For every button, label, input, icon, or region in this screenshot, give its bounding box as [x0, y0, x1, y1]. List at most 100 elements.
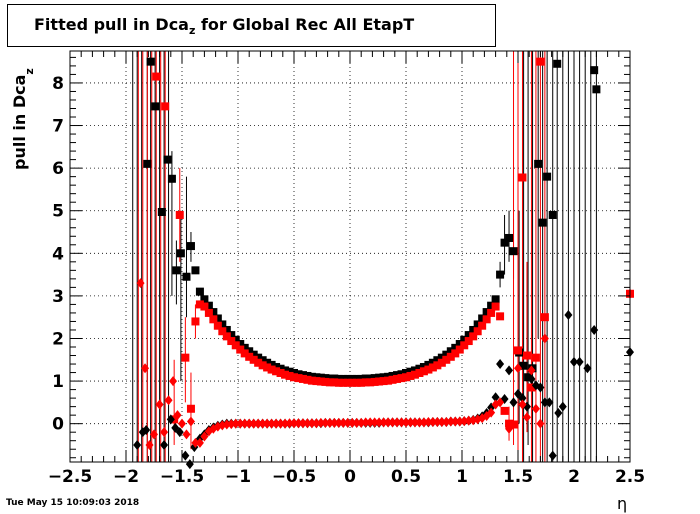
data-point-diamond	[298, 418, 307, 429]
timestamp-footer: Tue May 15 10:09:03 2018	[6, 498, 140, 508]
data-point-square	[428, 363, 437, 372]
data-point-diamond	[258, 418, 267, 429]
data-point-square	[424, 365, 433, 374]
data-point-diamond	[254, 418, 263, 429]
data-point-square	[442, 355, 451, 364]
x-tick-label: −0.5	[272, 467, 316, 487]
data-point-square	[592, 85, 601, 94]
data-point-square	[218, 327, 227, 336]
x-tick-label: 1.5	[503, 467, 533, 487]
data-point-diamond	[169, 376, 178, 387]
data-point-diamond	[397, 417, 406, 428]
data-point-square	[410, 366, 419, 375]
data-point-diamond	[227, 419, 236, 430]
data-point-diamond	[496, 359, 505, 370]
data-point-square	[191, 317, 200, 326]
data-point-square	[182, 272, 191, 281]
data-point-square	[307, 376, 316, 385]
data-point-square	[213, 314, 222, 323]
data-point-square	[146, 57, 155, 66]
data-point-square	[491, 295, 500, 304]
axis-ticks	[69, 51, 631, 462]
data-point-square	[388, 375, 397, 384]
data-point-diamond	[307, 418, 316, 429]
data-point-diamond	[554, 408, 563, 419]
data-point-square	[384, 376, 393, 385]
data-point-square	[473, 327, 482, 336]
chart-title: Fitted pull in Dcaz for Global Rec All E…	[34, 15, 415, 37]
data-point-square	[509, 420, 518, 429]
data-point-square	[505, 233, 514, 242]
data-point-diamond	[160, 439, 169, 450]
data-point-square	[460, 335, 469, 344]
data-point-square	[236, 340, 245, 349]
data-point-square	[393, 374, 402, 383]
data-point-diamond	[460, 416, 469, 427]
data-point-diamond	[142, 425, 151, 436]
data-point-diamond	[267, 418, 276, 429]
data-point-diamond	[366, 417, 375, 428]
data-point-square	[433, 356, 442, 365]
data-point-diamond	[590, 324, 599, 335]
data-point-square	[254, 353, 263, 362]
data-point-square	[540, 313, 549, 322]
data-point-square	[419, 367, 428, 376]
data-point-square	[195, 287, 204, 296]
x-tick-label: −2.5	[48, 467, 92, 487]
data-point-square	[406, 367, 415, 376]
data-point-square	[531, 353, 540, 362]
tick-labels: −2.5 −2 −1.5 −1 −0.5 0 0.5 1 1.5 2 2.5 0 1 2 3 4 5 6 7 8	[48, 74, 645, 487]
data-point-square	[375, 377, 384, 386]
data-point-square	[240, 349, 249, 358]
y-tick-label: 0	[52, 415, 64, 435]
data-point-diamond	[415, 417, 424, 428]
y-tick-label: 2	[52, 329, 64, 349]
y-tick-label: 5	[52, 202, 64, 222]
data-point-square	[482, 315, 491, 324]
data-point-diamond	[145, 439, 154, 450]
data-point-square	[258, 356, 267, 365]
x-tick-label: −1.5	[160, 467, 204, 487]
data-point-square	[397, 374, 406, 383]
data-point-square	[538, 218, 547, 227]
data-point-square	[522, 351, 531, 360]
error-bars	[132, 51, 631, 462]
data-point-square	[451, 343, 460, 352]
x-tick-label: 2	[568, 467, 580, 487]
data-point-diamond	[564, 310, 573, 321]
title-box: Fitted pull in Dcaz for Global Rec All E…	[7, 4, 496, 47]
data-point-square	[433, 361, 442, 370]
data-point-square	[227, 337, 236, 346]
data-point-diamond	[487, 407, 496, 418]
data-point-square	[500, 238, 509, 247]
data-point-diamond	[164, 395, 173, 406]
data-point-square	[469, 325, 478, 334]
data-point-square	[446, 352, 455, 361]
data-point-diamond	[352, 417, 361, 428]
data-point-diamond	[166, 414, 175, 425]
data-point-square	[437, 358, 446, 367]
data-point-square	[321, 377, 330, 386]
x-tick-label: 0	[344, 467, 356, 487]
data-point-square	[410, 370, 419, 379]
data-point-diamond	[312, 418, 321, 429]
data-point-square	[303, 375, 312, 384]
data-point-diamond	[195, 437, 204, 448]
data-point-diamond	[155, 399, 164, 410]
y-tick-label: 8	[52, 74, 64, 94]
data-point-square	[240, 343, 249, 352]
data-point-diamond	[231, 418, 240, 429]
data-point-square	[415, 368, 424, 377]
data-point-square	[222, 332, 231, 341]
data-point-diamond	[545, 397, 554, 408]
data-point-square	[186, 404, 195, 413]
data-point-diamond	[181, 450, 190, 461]
data-point-square	[222, 325, 231, 334]
data-point-square	[281, 370, 290, 379]
data-point-diamond	[182, 429, 191, 440]
data-point-square	[276, 368, 285, 377]
data-point-diamond	[514, 363, 522, 374]
data-point-square	[245, 352, 254, 361]
data-point-square	[524, 373, 533, 382]
data-point-diamond	[357, 417, 366, 428]
